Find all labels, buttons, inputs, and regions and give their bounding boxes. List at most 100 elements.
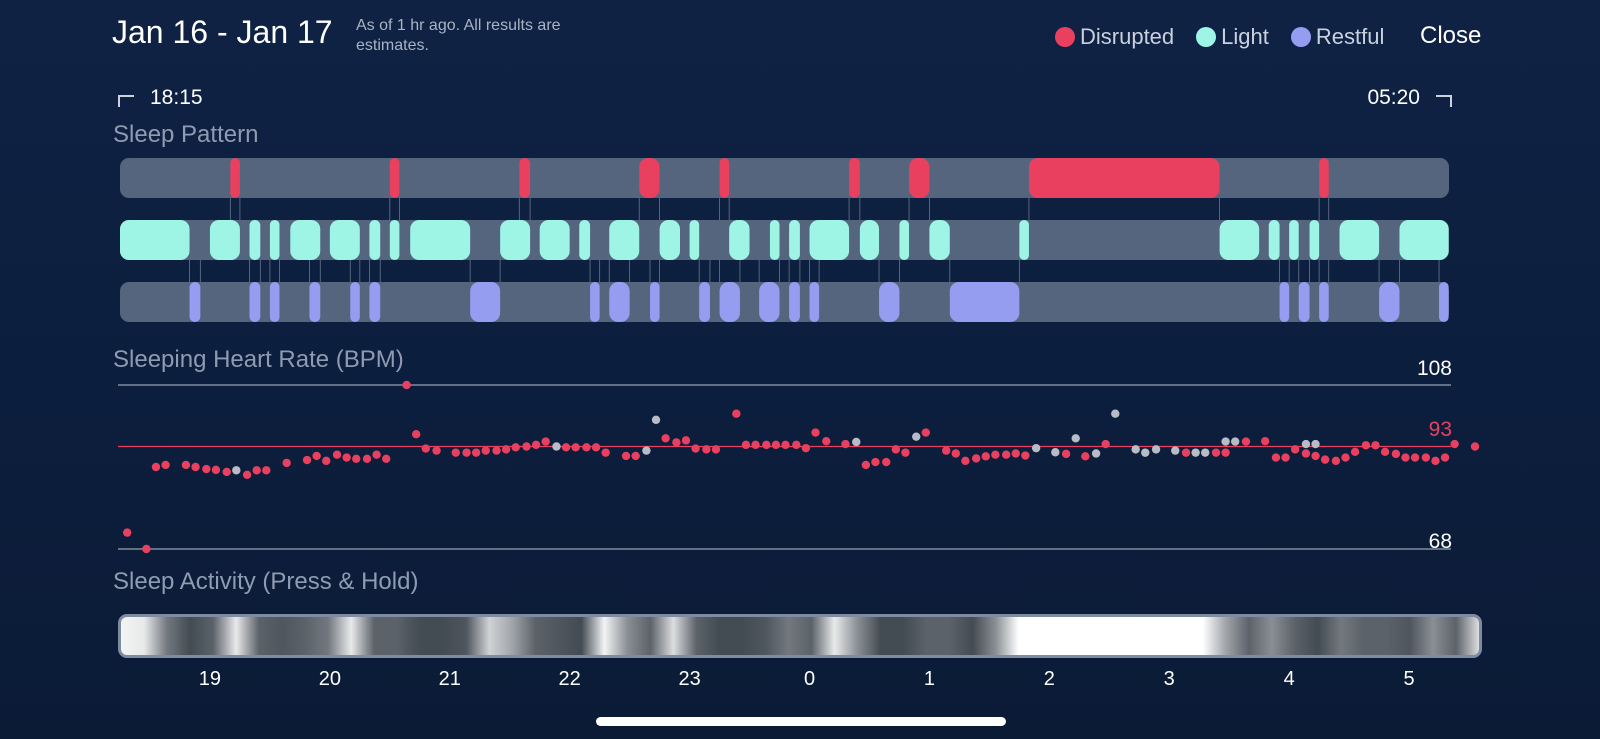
hr-point-gray (1301, 439, 1311, 449)
segment-disrupted (1028, 158, 1220, 198)
hr-point (471, 448, 481, 457)
hr-point (492, 446, 501, 455)
legend-label: Disrupted (1080, 24, 1175, 49)
segment-disrupted (389, 158, 400, 198)
sleep-pattern-title: Sleep Pattern (113, 121, 259, 148)
hr-point (1350, 447, 1360, 457)
hr-point (282, 458, 291, 468)
track-restful (120, 282, 1449, 322)
segment-restful (809, 282, 820, 322)
hr-point (1371, 441, 1380, 450)
hr-point (1391, 449, 1401, 459)
hour-tick: 2 (1043, 668, 1055, 690)
segment-light (1268, 220, 1280, 260)
hr-point (1260, 436, 1270, 446)
segment-disrupted (719, 158, 730, 198)
pattern-connectors (189, 198, 1440, 282)
heart-rate-max-label: 108 (1416, 357, 1452, 380)
heart-rate-avg-label: 93 (1428, 418, 1452, 441)
hr-point (1201, 448, 1210, 457)
start-bracket-icon (118, 95, 134, 107)
segment-disrupted (849, 158, 860, 198)
hr-point (1141, 448, 1150, 457)
segment-light (1219, 220, 1260, 260)
hr-point (591, 443, 601, 452)
hour-tick: 4 (1283, 668, 1295, 690)
hr-point (432, 446, 441, 455)
hr-point (181, 460, 191, 470)
hr-point (411, 430, 421, 439)
segment-restful (789, 282, 800, 322)
segment-restful (309, 282, 321, 322)
hr-point (732, 409, 741, 418)
home-indicator[interactable] (596, 717, 1006, 726)
hr-point (462, 448, 471, 457)
hr-point (971, 454, 981, 463)
hr-point (1470, 442, 1480, 451)
hr-point (1450, 439, 1459, 449)
hr-point (801, 443, 811, 453)
segment-light (729, 220, 750, 260)
segment-restful (350, 282, 360, 322)
hr-point-gray (1221, 437, 1230, 446)
hr-point (1061, 449, 1071, 459)
segment-restful (1379, 282, 1400, 322)
hr-point (861, 460, 871, 470)
hour-tick: 19 (198, 668, 222, 690)
hr-point (1011, 449, 1020, 458)
segment-light (369, 220, 381, 260)
start-time: 18:15 (118, 86, 203, 110)
hr-point (1071, 434, 1080, 443)
hr-point (1281, 453, 1290, 462)
hr-point (1111, 409, 1120, 418)
hr-point (822, 436, 831, 446)
hr-point (651, 415, 661, 425)
hr-point (1031, 443, 1041, 453)
restful-dot-icon (1290, 27, 1311, 47)
close-button[interactable]: Close (1420, 22, 1482, 49)
hr-point (781, 440, 790, 450)
hr-point (762, 440, 771, 450)
hr-point (1410, 453, 1420, 462)
hr-point (211, 465, 221, 475)
hr-point (561, 443, 571, 452)
segment-light (249, 220, 261, 260)
segment-restful (369, 282, 381, 322)
hr-point (1091, 449, 1101, 458)
segment-restful (949, 282, 1020, 322)
segment-light (269, 220, 280, 260)
segment-light (329, 220, 360, 260)
end-bracket-icon (1436, 95, 1452, 107)
hr-point (1271, 453, 1281, 462)
hr-point (501, 445, 511, 454)
segment-restful (719, 282, 740, 322)
hr-point (681, 436, 691, 445)
hr-point (991, 450, 1000, 459)
hr-point (541, 437, 550, 446)
hr-point (232, 466, 241, 475)
segment-light (500, 220, 531, 260)
hour-tick: 5 (1403, 668, 1415, 690)
segment-light (809, 220, 850, 260)
segment-light (290, 220, 321, 260)
hour-tick: 21 (438, 668, 461, 690)
hour-tick: 3 (1163, 668, 1175, 690)
hr-point (1431, 456, 1440, 466)
hr-point (1311, 451, 1320, 461)
legend-item-restful: Restful (1290, 24, 1384, 50)
end-time: 05:20 (1367, 86, 1452, 110)
sleep-activity-bar[interactable] (118, 614, 1482, 658)
segment-restful (609, 282, 630, 322)
hr-point (1151, 445, 1161, 454)
hr-point (1361, 441, 1371, 450)
segment-restful (1298, 282, 1310, 322)
hr-point (552, 442, 561, 451)
hr-point (811, 428, 820, 437)
segment-disrupted (909, 158, 930, 198)
heart-rate-title: Sleeping Heart Rate (BPM) (113, 346, 404, 373)
segment-light (789, 220, 800, 260)
hr-point (1421, 453, 1431, 462)
segment-light (1399, 220, 1449, 260)
segment-light (859, 220, 880, 260)
hour-tick: 0 (803, 668, 816, 690)
